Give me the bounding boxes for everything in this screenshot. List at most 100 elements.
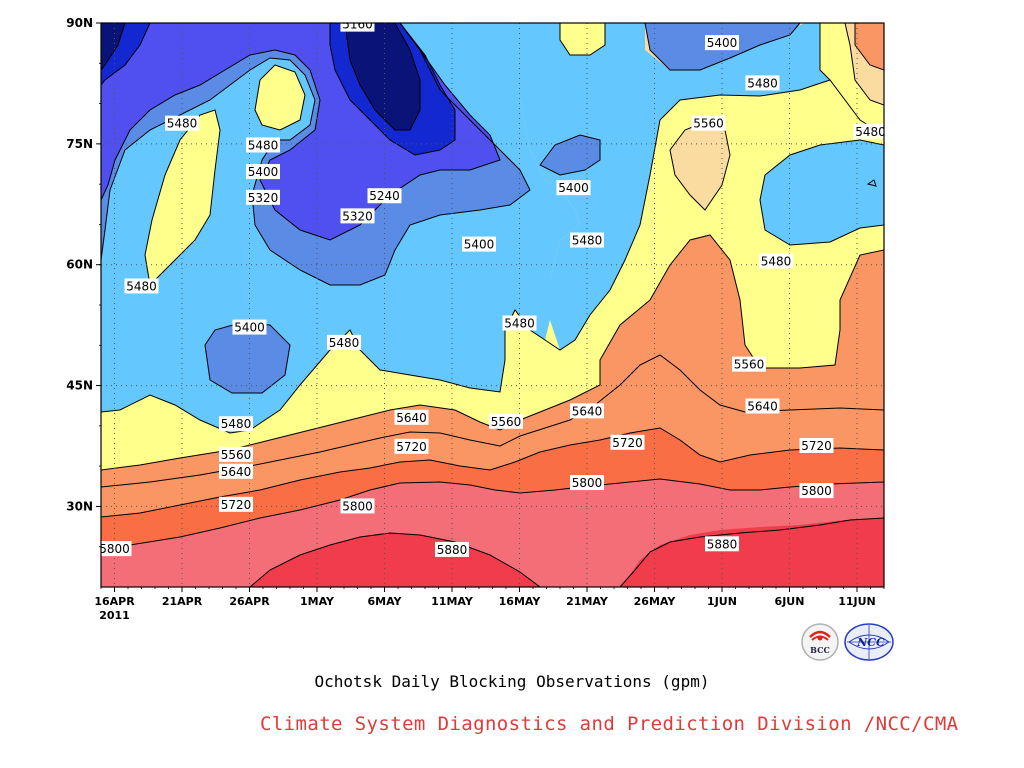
- band-yellow-ne: [820, 23, 884, 135]
- contour-label: 5800: [799, 483, 834, 499]
- contour-label: 5640: [394, 409, 429, 425]
- contour-label-bg: [340, 498, 375, 514]
- svg-text:NCC: NCC: [856, 636, 885, 649]
- contour-line-5560-ne: [844, 23, 884, 106]
- contour-label: 5560: [691, 115, 726, 131]
- contour-line-5880-e: [619, 517, 884, 587]
- contour-label-text: 5560: [734, 358, 765, 372]
- contour-label: 5400: [462, 236, 496, 252]
- contour-label-text: 5480: [855, 125, 886, 139]
- contour-label-bg: [799, 438, 834, 453]
- contour-label-text: 5480: [126, 279, 157, 293]
- contour-label: 5480: [327, 334, 361, 350]
- contour-label-bg: [691, 115, 726, 131]
- contour-label-bg: [165, 115, 199, 131]
- contour-label-text: 5320: [248, 191, 279, 205]
- contour-label-bg: [232, 319, 267, 335]
- x-tick-label: 1MAY: [300, 595, 335, 608]
- contour-label: 5320: [340, 208, 375, 224]
- contour-label-text: 5400: [558, 181, 589, 195]
- contour-line-5480-ne: [819, 23, 831, 81]
- contour-label: 5720: [219, 496, 253, 512]
- contour-line-5400-main: [101, 23, 531, 286]
- contour-label-text: 5480: [167, 117, 198, 131]
- contour-label: 5880: [705, 536, 739, 552]
- contour-line-5160: [344, 23, 421, 131]
- contour-labels: 5160 5400 5480 5480 5480 5560 5480 5400 5400 5320…: [99, 23, 886, 557]
- contour-label: 5240: [367, 188, 402, 204]
- contour-label: 5480: [745, 75, 780, 91]
- band-5320-5400-ne: [520, 23, 830, 350]
- chart-title: Ochotsk Daily Blocking Observations (gpm…: [314, 672, 710, 691]
- contour-label-bg: [570, 475, 604, 491]
- contour-label-text: 5320: [342, 209, 373, 223]
- contour-label-bg: [745, 398, 780, 414]
- band-5880-area: [250, 533, 540, 587]
- contour-label: 5400: [246, 164, 280, 180]
- contour-label-text: 5800: [801, 484, 832, 498]
- contour-label-bg: [340, 208, 375, 224]
- contour-label-bg: [394, 438, 429, 454]
- x-tick-label: 16APR: [94, 595, 135, 608]
- contour-label: 5560: [219, 446, 253, 462]
- contour-label: 5480: [124, 278, 159, 294]
- contour-label-bg: [462, 236, 496, 252]
- x-tick-label: 16MAY: [499, 595, 542, 608]
- contour-label-bg: [219, 496, 253, 512]
- contour-line-5240: [329, 23, 456, 156]
- contour-label-bg: [246, 189, 280, 205]
- x-tick-label: 26APR: [229, 595, 270, 608]
- contour-label-bg: [246, 164, 280, 180]
- contour-label: 5800: [570, 475, 604, 491]
- svg-text:BCC: BCC: [810, 645, 830, 655]
- contour-label: 5480: [219, 416, 253, 432]
- contour-label-bg: [705, 35, 739, 51]
- contour-label-bg: [124, 278, 159, 294]
- band-yellow-bubble-n: [255, 65, 305, 130]
- x-tick-label: 11JUN: [838, 595, 876, 608]
- y-tick-label: 45N: [66, 379, 93, 393]
- contour-label: 5480: [570, 232, 604, 248]
- contour-label-text: 5400: [707, 36, 738, 50]
- contour-label-bg: [570, 232, 604, 248]
- contour-line-5720: [101, 427, 884, 518]
- contour-label-bg: [340, 23, 375, 32]
- contour-label-bg: [570, 403, 604, 419]
- contour-label-text: 5480: [248, 138, 279, 152]
- y-tick-label: 75N: [66, 137, 93, 151]
- contour-label-text: 5480: [504, 317, 535, 331]
- band-yellow-bubble-w: [145, 110, 220, 285]
- contour-label: 5720: [799, 438, 834, 453]
- y-tick-label: 90N: [66, 16, 93, 30]
- contour-line-5640-ne: [854, 23, 884, 71]
- contour-label-text: 5640: [572, 404, 603, 418]
- contour-line-5480-e: [759, 139, 884, 246]
- x-tick-label: 6MAY: [367, 595, 402, 608]
- x-year-label: 2011: [99, 609, 130, 622]
- contour-label: 5480: [759, 253, 793, 269]
- contour-label-bg: [246, 137, 280, 153]
- contour-line-5240-w: [101, 23, 151, 86]
- contour-label-text: 5560: [221, 448, 252, 462]
- x-tick-label: 11MAY: [431, 595, 474, 608]
- contour-label-bg: [732, 356, 766, 372]
- band-5320-5400-e: [760, 140, 884, 245]
- contour-label-bg: [853, 123, 884, 139]
- contour-label: 5560: [732, 356, 766, 372]
- contour-label: 5640: [745, 398, 780, 414]
- contour-line-5160-w: [101, 23, 126, 71]
- contour-line-5480-tiny: [866, 179, 877, 187]
- contour-label: 5400: [705, 35, 739, 51]
- contour-label: 5720: [610, 434, 645, 450]
- contour-label: 5640: [219, 463, 253, 479]
- contour-label-bg: [489, 413, 523, 429]
- contour-line-5480-w: [144, 109, 221, 287]
- contour-label-bg: [219, 416, 253, 432]
- contour-label-text: 5800: [99, 542, 130, 556]
- contour-label-text: 5480: [572, 234, 603, 248]
- contour-label-text: 5640: [747, 400, 778, 414]
- x-tick-label: 26MAY: [634, 595, 677, 608]
